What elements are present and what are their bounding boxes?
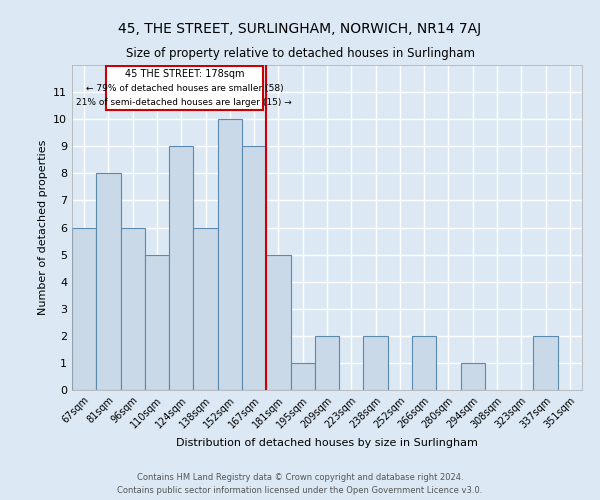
Bar	[106, 66, 263, 110]
Text: 45 THE STREET: 178sqm: 45 THE STREET: 178sqm	[125, 68, 244, 78]
Y-axis label: Number of detached properties: Number of detached properties	[38, 140, 47, 315]
Bar	[364, 336, 388, 390]
Bar	[193, 228, 218, 390]
Bar	[461, 363, 485, 390]
Text: Contains HM Land Registry data © Crown copyright and database right 2024.
Contai: Contains HM Land Registry data © Crown c…	[118, 474, 482, 495]
Bar	[218, 119, 242, 390]
Bar	[242, 146, 266, 390]
Bar	[290, 363, 315, 390]
Bar	[412, 336, 436, 390]
Bar	[72, 228, 96, 390]
Bar	[169, 146, 193, 390]
Bar	[533, 336, 558, 390]
Text: 21% of semi-detached houses are larger (15) →: 21% of semi-detached houses are larger (…	[76, 98, 292, 107]
Bar	[121, 228, 145, 390]
Bar	[145, 254, 169, 390]
Bar	[96, 174, 121, 390]
Text: ← 79% of detached houses are smaller (58): ← 79% of detached houses are smaller (58…	[86, 84, 283, 92]
Bar	[266, 254, 290, 390]
Bar	[315, 336, 339, 390]
Text: Size of property relative to detached houses in Surlingham: Size of property relative to detached ho…	[125, 48, 475, 60]
Text: 45, THE STREET, SURLINGHAM, NORWICH, NR14 7AJ: 45, THE STREET, SURLINGHAM, NORWICH, NR1…	[118, 22, 482, 36]
X-axis label: Distribution of detached houses by size in Surlingham: Distribution of detached houses by size …	[176, 438, 478, 448]
